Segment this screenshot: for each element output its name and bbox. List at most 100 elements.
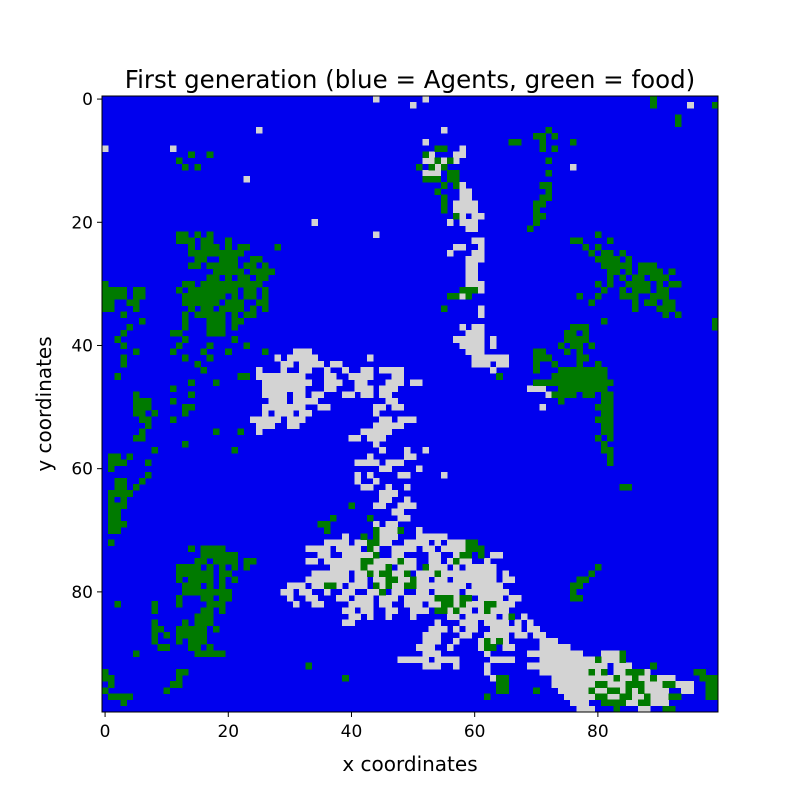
heatmap-cell-food [206, 594, 214, 602]
heatmap-cell-empty [292, 348, 300, 356]
heatmap-cell-food [434, 570, 442, 577]
heatmap-cell-food [576, 323, 583, 331]
heatmap-cell-food [182, 299, 189, 306]
heatmap-cell-food [188, 564, 195, 571]
heatmap-cell-food [138, 428, 146, 436]
heatmap-cell-food [188, 262, 195, 269]
heatmap-cell-food [182, 625, 189, 633]
heatmap-cell-food [200, 625, 208, 633]
heatmap-cell-food [508, 613, 516, 620]
heatmap-cell-food [329, 582, 337, 590]
x-tick-label: 0 [100, 722, 111, 742]
heatmap-cell-empty [422, 662, 442, 670]
heatmap-cell-food [206, 582, 214, 590]
heatmap-cell-food [705, 693, 713, 701]
heatmap-cell-food [607, 391, 614, 399]
heatmap-cell-empty [483, 619, 509, 627]
heatmap-cell-food [206, 354, 214, 362]
heatmap-cell-food [600, 410, 608, 417]
heatmap-cell-food [410, 582, 417, 590]
heatmap-cell-food [212, 293, 220, 300]
heatmap-cell-food [200, 594, 208, 602]
heatmap-cell-food [662, 305, 670, 312]
heatmap-cell-empty [379, 496, 392, 503]
heatmap-cell-empty [323, 588, 331, 596]
heatmap-cell-food [206, 250, 214, 257]
heatmap-cell-empty [256, 367, 263, 374]
heatmap-cell-food [194, 582, 201, 590]
heatmap-cell-food [557, 385, 565, 393]
heatmap-cell-food [249, 305, 257, 312]
heatmap-cell-empty [490, 367, 497, 374]
heatmap-cell-empty [385, 484, 392, 491]
heatmap-cell-food [656, 268, 663, 276]
heatmap-cell-food [114, 293, 121, 300]
heatmap-cell-empty [465, 564, 497, 571]
heatmap-cell-food [231, 576, 238, 584]
heatmap-cell-food [496, 681, 503, 688]
heatmap-cell-food [650, 268, 657, 276]
heatmap-cell-food [108, 693, 115, 701]
heatmap-cell-empty [385, 607, 399, 614]
heatmap-cell-food [422, 564, 429, 571]
heatmap-cell-food [145, 422, 152, 430]
heatmap-cell-food [175, 237, 183, 245]
heatmap-cell-empty [570, 699, 590, 707]
heatmap-cell-empty [286, 594, 294, 602]
heatmap-cell-empty [483, 631, 509, 639]
heatmap-cell-food [459, 601, 466, 608]
heatmap-cell-food [440, 163, 448, 171]
heatmap-cell-empty [379, 527, 399, 534]
heatmap-cell-food [545, 169, 553, 177]
heatmap-cell-food [564, 385, 571, 393]
heatmap-cell-food [169, 330, 177, 337]
heatmap-cell-empty [360, 391, 374, 399]
heatmap-cell-empty [403, 539, 429, 547]
heatmap-cell-food [582, 323, 590, 331]
heatmap-cell-empty [256, 126, 263, 134]
heatmap-cell-food [175, 625, 183, 633]
heatmap-cell-empty [323, 373, 337, 380]
heatmap-cell-food [446, 176, 454, 183]
heatmap-cell-food [219, 330, 226, 337]
heatmap-cell-empty [490, 656, 516, 664]
heatmap-cell-food [644, 299, 651, 306]
heatmap-cell-empty [274, 410, 294, 417]
heatmap-cell-food [268, 268, 275, 276]
heatmap-cell-food [576, 336, 583, 343]
heatmap-cell-food [564, 379, 571, 386]
heatmap-cell-food [175, 675, 183, 682]
heatmap-cell-food [237, 243, 245, 251]
heatmap-cell-food [570, 367, 577, 374]
heatmap-cell-food [483, 638, 491, 645]
heatmap-cell-food [151, 447, 158, 454]
heatmap-cell-food [114, 453, 121, 460]
heatmap-cell-empty [385, 613, 392, 620]
heatmap-cell-food [151, 631, 158, 639]
heatmap-cell-food [594, 404, 602, 411]
heatmap-cell-food [219, 305, 226, 312]
heatmap-cell-food [157, 644, 164, 651]
heatmap-cell-empty [311, 570, 349, 577]
heatmap-cell-food [360, 564, 368, 571]
y-tick-label: 20 [71, 213, 93, 233]
heatmap-cell-empty [539, 668, 590, 676]
heatmap-cell-empty [299, 360, 325, 368]
heatmap-cell-food [379, 570, 386, 577]
heatmap-cell-food [206, 231, 214, 239]
heatmap-cell-empty [292, 397, 318, 405]
heatmap-cell-food [594, 656, 602, 664]
heatmap-cell-food [625, 668, 633, 676]
heatmap-cell-food [348, 502, 355, 510]
heatmap-cell-food [243, 558, 251, 565]
heatmap-cell-food [200, 237, 208, 245]
heatmap-cell-food [231, 299, 238, 306]
heatmap-cell-food [132, 410, 140, 417]
heatmap-cell-food [256, 268, 263, 276]
heatmap-cell-food [188, 570, 195, 577]
heatmap-cell-food [576, 385, 583, 393]
heatmap-cell-empty [490, 607, 509, 614]
heatmap-cell-empty [397, 576, 411, 584]
heatmap-cell-empty [354, 539, 368, 547]
heatmap-cell-food [662, 299, 670, 306]
